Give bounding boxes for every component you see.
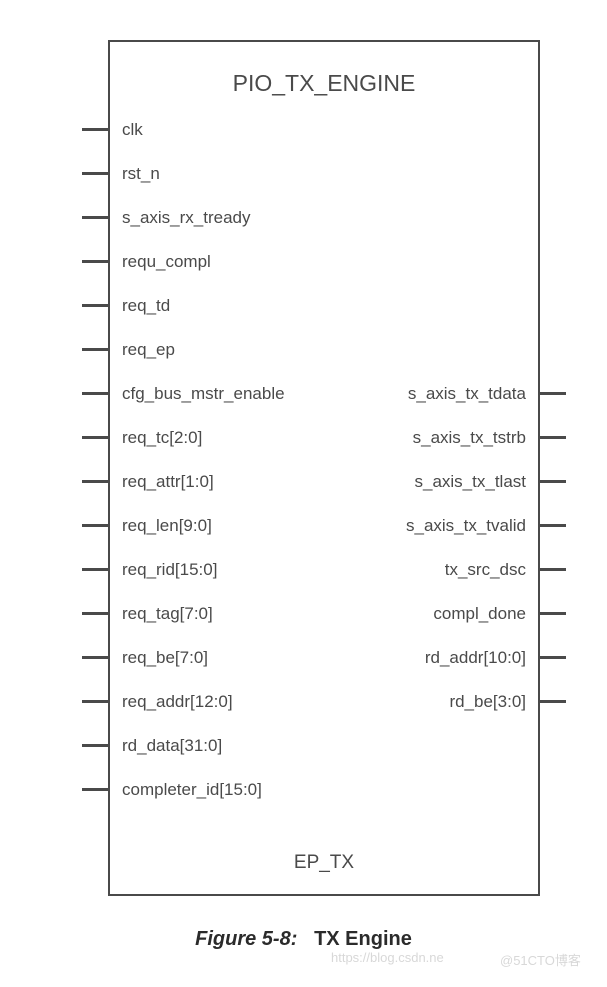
port-pin	[82, 700, 110, 703]
port-label: s_axis_rx_tready	[122, 208, 251, 228]
port-label: clk	[122, 120, 143, 140]
port-pin	[82, 260, 110, 263]
watermark: https://blog.csdn.ne	[331, 950, 444, 965]
diagram-canvas: PIO_TX_ENGINE EP_TX clk rst_n s_axis_rx_tr…	[0, 0, 607, 987]
port-pin	[82, 216, 110, 219]
port-pin	[538, 436, 566, 439]
module-block: PIO_TX_ENGINE EP_TX clk rst_n s_axis_rx_tr…	[108, 40, 540, 896]
right-port-row: s_axis_tx_tlast	[110, 472, 538, 494]
left-port-row: req_td	[110, 296, 538, 318]
right-port-row: rd_be[3:0]	[110, 692, 538, 714]
port-label: req_ep	[122, 340, 175, 360]
port-pin	[82, 568, 110, 571]
port-label: tx_src_dsc	[445, 560, 526, 580]
block-subtitle: EP_TX	[110, 852, 538, 874]
watermark: @51CTO博客	[500, 950, 581, 969]
port-pin	[82, 128, 110, 131]
port-label: rd_addr[10:0]	[425, 648, 526, 668]
port-pin	[538, 524, 566, 527]
port-pin	[82, 744, 110, 747]
port-label: s_axis_tx_tstrb	[413, 428, 526, 448]
left-port-row: s_axis_rx_tready	[110, 208, 538, 230]
port-label: rd_data[31:0]	[122, 736, 222, 756]
right-port-row: s_axis_tx_tdata	[110, 384, 538, 406]
port-pin	[538, 700, 566, 703]
right-port-row: s_axis_tx_tvalid	[110, 516, 538, 538]
left-port-row: rd_data[31:0]	[110, 736, 538, 758]
left-port-row: completer_id[15:0]	[110, 780, 538, 802]
port-label: s_axis_tx_tvalid	[406, 516, 526, 536]
port-label: req_td	[122, 296, 170, 316]
port-label: rd_be[3:0]	[449, 692, 526, 712]
right-port-row: compl_done	[110, 604, 538, 626]
figure-caption: Figure 5-8: TX Engine	[0, 928, 607, 951]
port-pin	[82, 348, 110, 351]
port-label: requ_compl	[122, 252, 211, 272]
figure-title: TX Engine	[314, 928, 412, 950]
right-port-row: tx_src_dsc	[110, 560, 538, 582]
left-port-row: requ_compl	[110, 252, 538, 274]
port-pin	[82, 612, 110, 615]
right-port-row: rd_addr[10:0]	[110, 648, 538, 670]
port-pin	[538, 656, 566, 659]
port-pin	[538, 612, 566, 615]
port-pin	[82, 436, 110, 439]
port-pin	[82, 480, 110, 483]
port-label: completer_id[15:0]	[122, 780, 262, 800]
port-pin	[82, 172, 110, 175]
figure-label: Figure 5-8:	[195, 928, 297, 950]
port-pin	[82, 656, 110, 659]
left-port-row: clk	[110, 120, 538, 142]
port-pin	[538, 392, 566, 395]
port-pin	[82, 392, 110, 395]
port-pin	[82, 524, 110, 527]
right-port-row: s_axis_tx_tstrb	[110, 428, 538, 450]
port-label: compl_done	[433, 604, 526, 624]
port-pin	[82, 788, 110, 791]
left-port-row: req_ep	[110, 340, 538, 362]
port-label: s_axis_tx_tlast	[415, 472, 527, 492]
block-title: PIO_TX_ENGINE	[110, 70, 538, 97]
port-label: rst_n	[122, 164, 160, 184]
port-pin	[538, 568, 566, 571]
left-port-row: rst_n	[110, 164, 538, 186]
port-pin	[82, 304, 110, 307]
port-pin	[538, 480, 566, 483]
port-label: s_axis_tx_tdata	[408, 384, 526, 404]
